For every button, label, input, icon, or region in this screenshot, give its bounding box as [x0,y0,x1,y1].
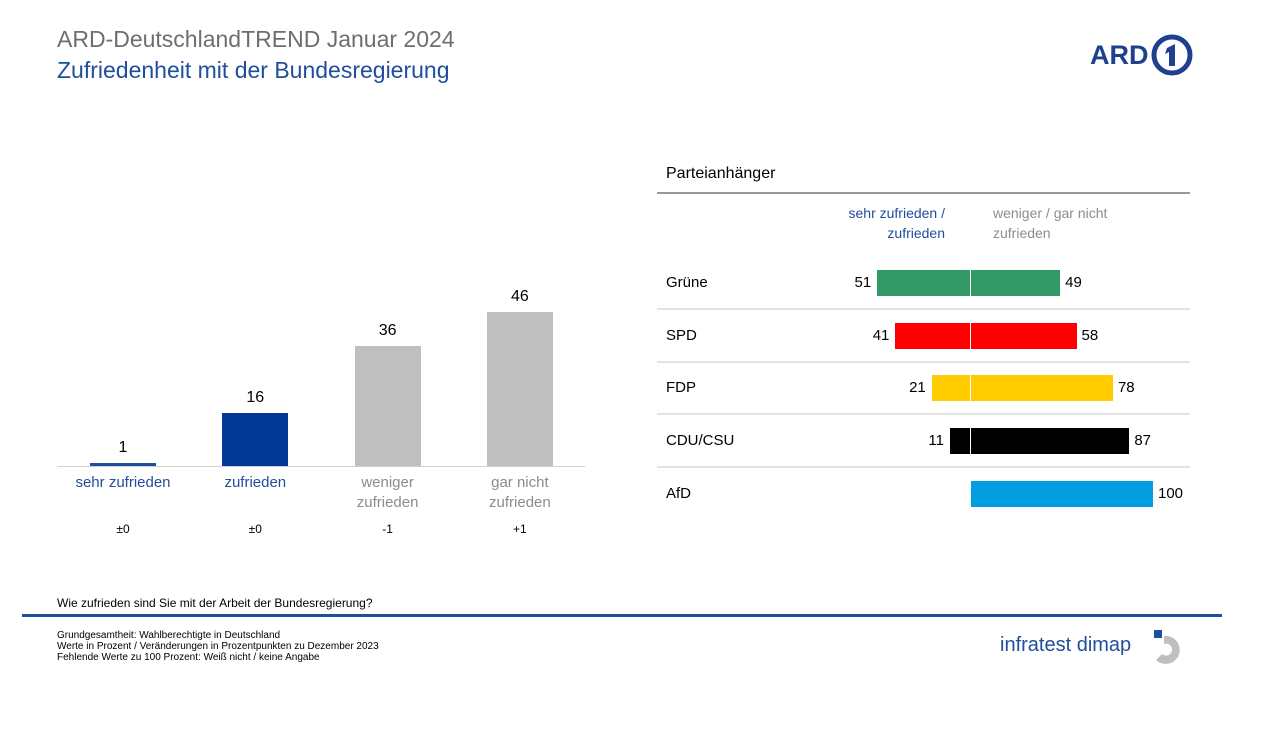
legend-label: sehr zufrieden / zufrieden [848,205,946,241]
change-label: ±0 [116,522,130,536]
change-label: -1 [382,522,393,536]
question: Wie zufrieden sind Sie mit der Arbeit de… [57,596,373,610]
bar [895,322,970,349]
value-label: 1 [118,438,128,456]
category-label: AfD [666,484,692,502]
row-separator [657,308,1190,310]
bar [222,412,289,466]
category-label: weniger zufrieden [356,474,419,511]
bar [971,270,1061,296]
bar [877,270,970,296]
row-separator [657,360,1190,363]
category-label: sehr zufrieden [75,474,171,491]
value-label: 51 [854,274,872,291]
bar [971,322,1077,349]
category-label: CDU/CSU [666,432,735,450]
value-label: 87 [1134,432,1152,450]
bar [931,375,970,402]
infratest-logo: infratest dimap [1000,634,1132,656]
value-label: 11 [928,432,944,450]
value-label: 100 [1158,484,1184,502]
bar [971,428,1130,455]
panel-rule [657,192,1190,194]
footnote: Fehlende Werte zu 100 Prozent: Weiß nich… [57,652,320,663]
value-label: 36 [378,321,397,339]
change-label: +1 [513,522,527,536]
baseline [57,466,585,467]
value-label: 16 [246,388,265,406]
category-label: Grüne [666,274,708,291]
value-label: 46 [510,288,529,306]
value-label: 78 [1117,379,1135,397]
bar [486,312,553,466]
footnote: Werte in Prozent / Veränderungen in Proz… [57,641,379,652]
value-label: 41 [872,326,890,344]
value-label: 49 [1065,274,1082,291]
value-label: 21 [909,379,926,397]
change-label: ±0 [248,522,262,536]
infratest-icon [1154,630,1180,664]
title: ARD-DeutschlandTREND Januar 2024 [57,26,455,52]
footer-rule [22,614,1222,617]
bar [971,480,1153,507]
panel-title: Parteianhänger [666,165,776,182]
category-label: gar nicht zufrieden [489,474,551,511]
legend-label: weniger / gar nicht zufrieden [993,205,1108,241]
row-separator [657,466,1190,469]
category-label: zufrieden [224,474,287,491]
category-label: FDP [666,379,696,397]
ard-logo: ARD [1090,40,1149,70]
bar [949,428,970,455]
footnote: Grundgesamtheit: Wahlberechtigte in Deut… [57,630,281,641]
subtitle: Zufriedenheit mit der Bundesregierung [57,57,450,83]
ard-logo-icon [1151,34,1193,76]
row-separator [657,413,1190,416]
bar [971,375,1113,402]
category-label: SPD [666,326,697,344]
bar [90,462,156,466]
value-label: 58 [1081,326,1099,344]
bar [354,345,421,466]
